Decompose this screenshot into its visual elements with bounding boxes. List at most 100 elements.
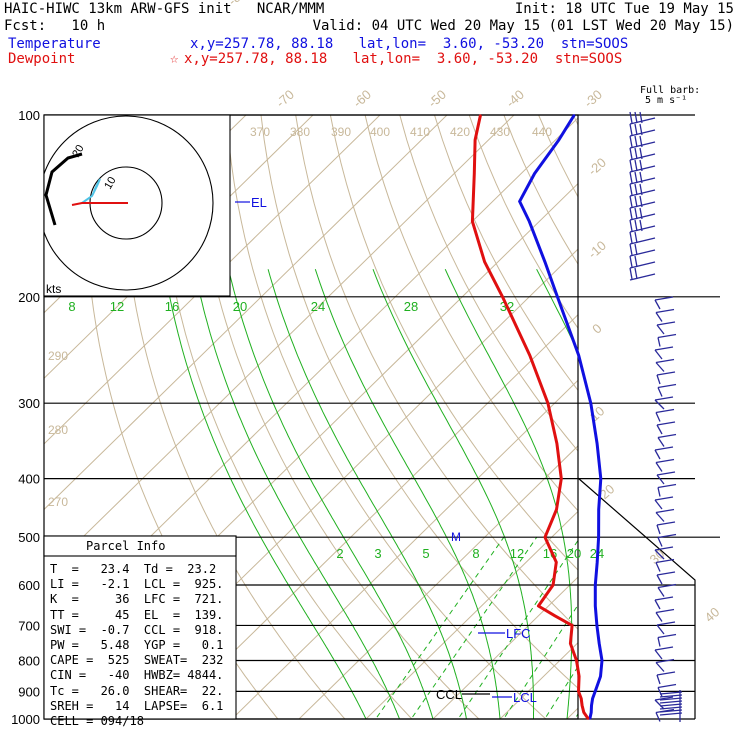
isotherm-label-4: -40 — [503, 87, 527, 111]
wind-barb — [629, 177, 656, 185]
wind-barb — [657, 483, 677, 489]
moist-adiabat-line — [668, 269, 740, 719]
wind-barb — [629, 135, 633, 148]
isotherm-label-0: -80 — [225, 0, 249, 9]
dry-adiabat-line — [696, 87, 740, 731]
wind-barb — [655, 612, 663, 622]
dewpoint-point-12 — [555, 561, 558, 563]
wind-barb — [634, 195, 638, 208]
mixing-ratio-label-upper-3: 20 — [233, 299, 247, 314]
wind-barb — [656, 621, 676, 626]
wind-barb — [656, 571, 676, 576]
parcel-info-row: CAPE = 525 SWEAT= 232 — [50, 653, 224, 668]
theta-label-4: 410 — [410, 125, 430, 139]
parcel-info-row: LI = -2.1 LCL = 925. — [50, 577, 224, 592]
diagram-frame — [43, 114, 579, 720]
wind-barb — [656, 671, 676, 676]
dewpoint-point-6 — [575, 659, 578, 662]
wind-barb — [659, 712, 683, 716]
dry-adiabat-line — [629, 87, 740, 731]
pressure-tick-label-0: 100 — [18, 108, 40, 123]
dewpoint-point-19 — [501, 296, 504, 298]
mixing-ratio-label-upper-4: 24 — [311, 299, 325, 314]
temperature-location-info: x,y=257.78, 88.18 lat,lon= 3.60, -53.20 … — [190, 36, 629, 52]
wind-barb — [654, 596, 674, 601]
hodograph-ring-20kt — [44, 115, 214, 291]
parcel-info-row: PW = 5.48 YGP = 0.1 — [50, 638, 224, 652]
wind-barb — [629, 159, 633, 172]
wind-barb — [654, 296, 674, 301]
diagram-frame-skew — [577, 477, 696, 719]
temperature-point-15 — [596, 442, 598, 445]
mixing-ratio-label-lower-4: 12 — [510, 546, 524, 561]
wind-barb — [629, 225, 656, 233]
wind-barb — [656, 321, 676, 326]
temperature-point-10 — [594, 584, 597, 586]
wind-barb — [654, 546, 674, 551]
mixing-ratio-label-lower-6: 20 — [567, 546, 581, 561]
wind-barb — [634, 267, 638, 280]
isotherm-line — [688, 87, 740, 731]
wind-barb — [629, 237, 656, 245]
wind-barb — [634, 219, 638, 232]
hodograph-ring-label-20: 20 — [70, 143, 87, 160]
theta-label-8: 290 — [48, 349, 68, 363]
wind-barb — [657, 633, 677, 639]
wind-barb — [655, 512, 665, 522]
wind-barb — [634, 111, 638, 124]
wind-barb — [654, 399, 665, 410]
theta-label-3: 400 — [370, 125, 390, 139]
wind-barb — [659, 709, 683, 713]
wind-barb — [655, 562, 661, 572]
dewpoint-point-17 — [547, 402, 549, 405]
pressure-tick-label-3: 400 — [18, 472, 40, 487]
wind-barb — [655, 408, 675, 414]
wind-barb — [656, 374, 661, 385]
isotherm-label-2: -60 — [350, 87, 374, 111]
theta-label-9: 280 — [48, 423, 68, 437]
wind-barb — [629, 117, 656, 125]
wind-barb — [656, 474, 665, 485]
wind-barb — [629, 171, 633, 184]
wind-barb — [654, 499, 663, 510]
wind-barb — [656, 524, 661, 535]
wind-barb — [634, 147, 638, 160]
dry-adiabat-line — [329, 115, 578, 571]
wind-barb — [659, 694, 683, 698]
wind-barb — [657, 583, 677, 589]
wind-barb — [655, 458, 675, 464]
parcel-info-row: SREH = 14 LAPSE= 6.1 — [50, 698, 224, 713]
wind-barb — [657, 437, 665, 447]
temperature-point-9 — [594, 605, 597, 607]
dewpoint-point-0 — [587, 718, 590, 720]
dewpoint-point-15 — [560, 477, 563, 480]
isotherm-line — [621, 87, 740, 731]
temperature-point-22 — [533, 172, 536, 175]
parcel-panel-bg — [43, 535, 237, 720]
wind-barb — [654, 599, 661, 610]
dewpoint-point-22 — [473, 172, 476, 175]
temperature-point-12 — [597, 536, 600, 538]
wind-barb — [634, 171, 638, 184]
hodograph-units-label: kts — [46, 282, 61, 296]
temperature-point-4 — [594, 690, 596, 693]
wind-barb — [656, 624, 665, 635]
isotherm-line — [44, 115, 314, 380]
wind-barb — [639, 159, 643, 172]
isotherm-line — [231, 379, 578, 719]
wind-barb — [629, 219, 633, 232]
wind-barb — [659, 703, 683, 707]
dewpoint-point-9 — [554, 615, 556, 617]
barb-legend-line1: Full barb: — [640, 85, 701, 96]
valid-time: Valid: 04 UTC Wed 20 May 15 (01 LST Wed … — [312, 18, 734, 34]
wind-barb — [629, 273, 656, 281]
wind-barb — [634, 231, 638, 244]
temperature-legend-label: Temperature — [8, 36, 101, 52]
wind-barb — [629, 147, 633, 160]
theta-label-2: 390 — [331, 125, 351, 139]
isotherm-label-7: -10 — [585, 238, 609, 262]
wind-barb — [656, 371, 676, 376]
wind-barb — [657, 487, 661, 497]
dewpoint-point-16 — [556, 442, 558, 445]
wind-barb — [655, 662, 665, 672]
